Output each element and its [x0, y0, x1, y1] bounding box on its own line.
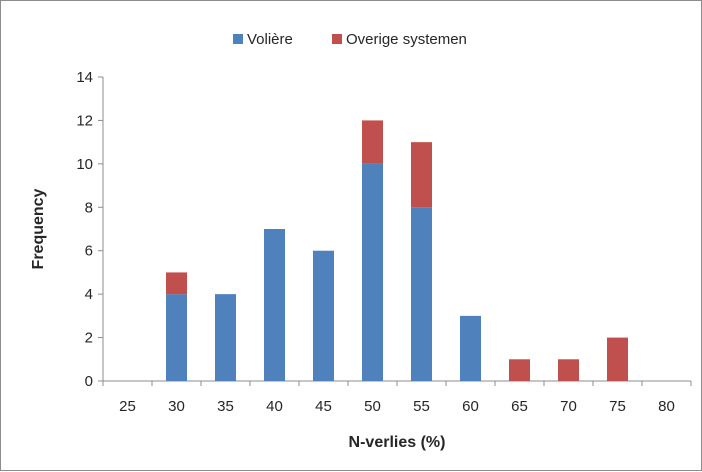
- y-tick-label: 2: [85, 330, 93, 347]
- x-tick-label: 75: [609, 398, 626, 415]
- bars: [166, 120, 628, 381]
- bar-segment: [362, 163, 383, 381]
- bar-segment: [460, 315, 481, 381]
- bar-segment: [411, 142, 432, 208]
- bar-segment: [558, 359, 579, 381]
- legend-swatch-voliere: [233, 34, 243, 44]
- x-axis-title: N-verlies (%): [349, 434, 446, 451]
- y-tick-label: 10: [76, 156, 93, 173]
- x-tick-label: 80: [658, 398, 675, 415]
- bar-segment: [607, 337, 628, 381]
- bar-segment: [166, 272, 187, 295]
- y-axis-ticks: 0 2 4 6 8 10 12 14: [76, 69, 103, 390]
- x-tick-label: 45: [315, 398, 332, 415]
- x-tick-label: 30: [168, 398, 185, 415]
- bar-segment: [313, 250, 334, 381]
- x-tick-label: 55: [413, 398, 430, 415]
- bar-segment: [362, 120, 383, 164]
- y-axis-title: Frequency: [30, 188, 47, 269]
- x-tick-label: 70: [560, 398, 577, 415]
- legend-label-voliere: Volière: [247, 31, 293, 48]
- x-axis-ticks: 25 30 35 40 45 50 55 60 65 70 75 80: [102, 381, 692, 415]
- x-tick-label: 50: [364, 398, 381, 415]
- y-tick-label: 12: [76, 112, 93, 129]
- bar-segment: [166, 294, 187, 381]
- bar-segment: [509, 359, 530, 381]
- legend-label-overige-systemen: Overige systemen: [346, 31, 467, 48]
- y-tick-label: 0: [85, 373, 93, 390]
- legend-swatch-overige-systemen: [332, 34, 342, 44]
- bar-segment: [215, 294, 236, 381]
- x-tick-label: 35: [217, 398, 234, 415]
- bar-segment: [264, 229, 285, 381]
- legend: Volière Overige systemen: [233, 31, 467, 48]
- y-tick-label: 4: [85, 286, 93, 303]
- y-tick-label: 14: [76, 69, 93, 86]
- x-tick-label: 25: [119, 398, 136, 415]
- x-tick-label: 60: [462, 398, 479, 415]
- y-tick-label: 8: [85, 199, 93, 216]
- y-tick-label: 6: [85, 243, 93, 260]
- x-tick-label: 65: [511, 398, 528, 415]
- bar-segment: [411, 207, 432, 381]
- x-tick-label: 40: [266, 398, 283, 415]
